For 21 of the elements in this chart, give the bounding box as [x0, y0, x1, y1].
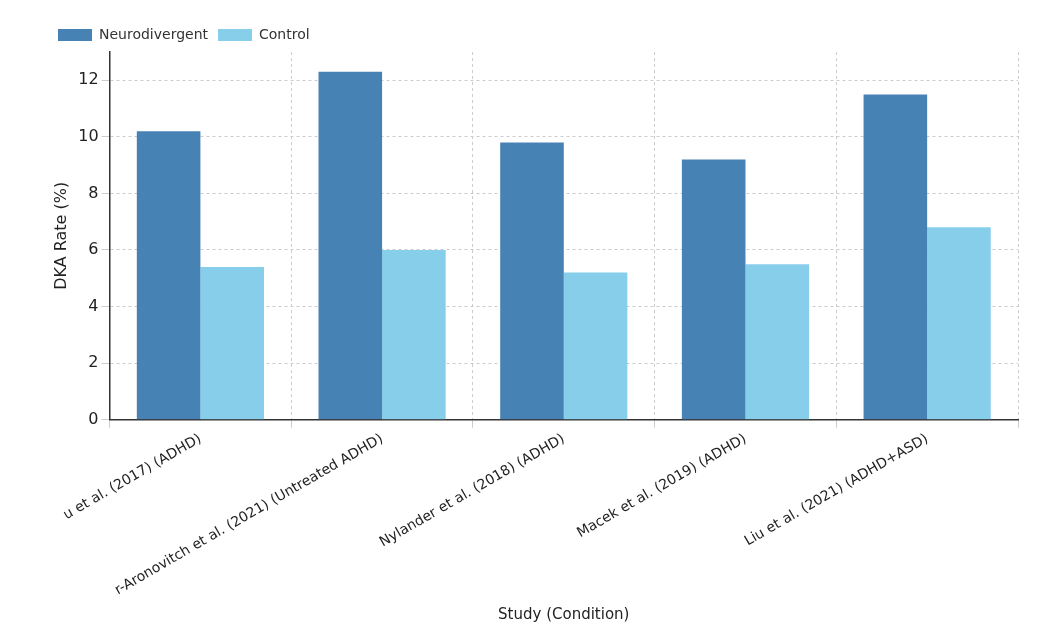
legend-label: Neurodivergent [99, 25, 209, 42]
x-axis-title: Study (Condition) [498, 604, 630, 623]
y-tick-label: 2 [88, 352, 99, 372]
y-tick-label: 0 [88, 408, 99, 428]
bar [318, 71, 383, 420]
y-tick-label: 4 [88, 295, 99, 315]
bar [500, 142, 564, 420]
bar [927, 227, 991, 420]
bar [681, 159, 746, 420]
y-tick-label: 8 [88, 182, 99, 202]
y-tick-label: 6 [88, 239, 99, 259]
y-axis-title: DKA Rate (%) [50, 181, 70, 290]
y-tick-label: 10 [78, 126, 99, 146]
bar [136, 131, 201, 420]
bar [200, 266, 264, 420]
legend-label: Control [259, 25, 310, 42]
bar [563, 272, 628, 420]
bar [863, 94, 928, 420]
y-tick-label: 12 [78, 69, 99, 89]
bar [382, 249, 446, 420]
bar [745, 264, 810, 420]
